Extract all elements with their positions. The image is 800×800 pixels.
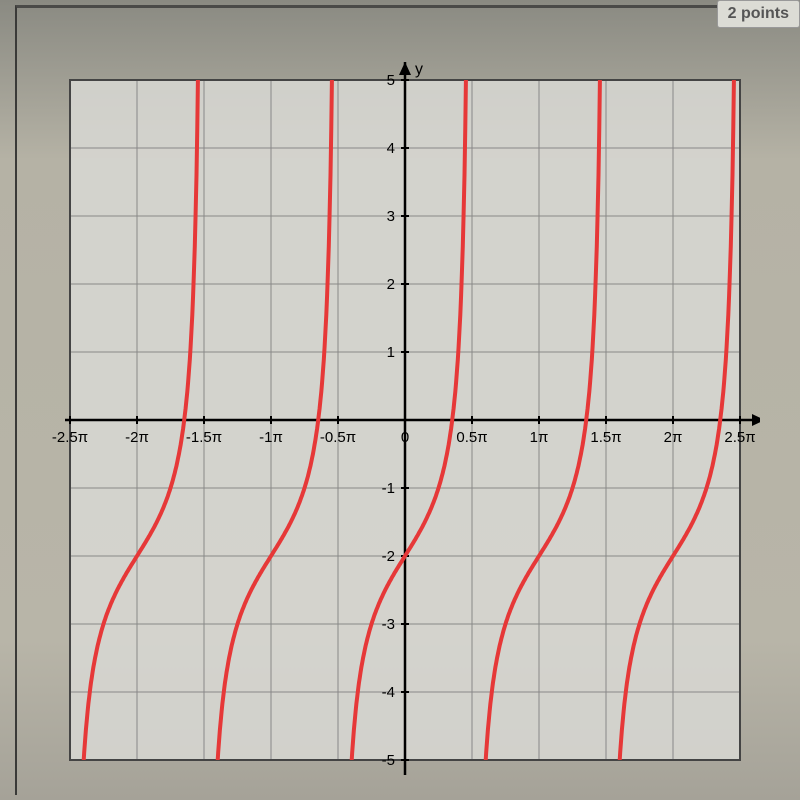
y-axis-arrow bbox=[399, 62, 411, 75]
y-tick-label: -3 bbox=[382, 616, 395, 633]
x-tick-label: 2π bbox=[664, 429, 683, 446]
photo-background: 2 points xy-2.5π-2π-1.5π-1π-0.5π00.5π1π1… bbox=[0, 0, 800, 800]
x-tick-label: 0.5π bbox=[456, 429, 487, 446]
x-tick-label: -2.5π bbox=[52, 429, 88, 446]
y-tick-label: 1 bbox=[387, 344, 395, 361]
x-tick-label: -1.5π bbox=[186, 429, 222, 446]
x-tick-label: -0.5π bbox=[320, 429, 356, 446]
y-tick-label: 4 bbox=[387, 140, 395, 157]
x-axis-arrow bbox=[752, 414, 760, 426]
x-tick-label: -1π bbox=[259, 429, 283, 446]
x-tick-label: -2π bbox=[125, 429, 149, 446]
x-tick-label: 1.5π bbox=[590, 429, 621, 446]
y-axis-label: y bbox=[415, 61, 423, 78]
y-tick-label: -1 bbox=[382, 480, 395, 497]
x-tick-label: 0 bbox=[401, 429, 409, 446]
y-tick-label: 5 bbox=[387, 72, 395, 89]
y-tick-label: 3 bbox=[387, 208, 395, 225]
x-tick-label: 2.5π bbox=[724, 429, 755, 446]
y-tick-label: 2 bbox=[387, 276, 395, 293]
tangent-chart: xy-2.5π-2π-1.5π-1π-0.5π00.5π1π1.5π2π2.5π… bbox=[40, 60, 760, 780]
x-tick-label: 1π bbox=[530, 429, 549, 446]
y-tick-label: -2 bbox=[382, 548, 395, 565]
y-tick-label: -4 bbox=[382, 684, 395, 701]
y-tick-label: -5 bbox=[382, 752, 395, 769]
chart-svg: xy-2.5π-2π-1.5π-1π-0.5π00.5π1π1.5π2π2.5π… bbox=[40, 60, 760, 780]
points-label: 2 points bbox=[728, 5, 789, 22]
points-badge: 2 points bbox=[717, 0, 800, 28]
